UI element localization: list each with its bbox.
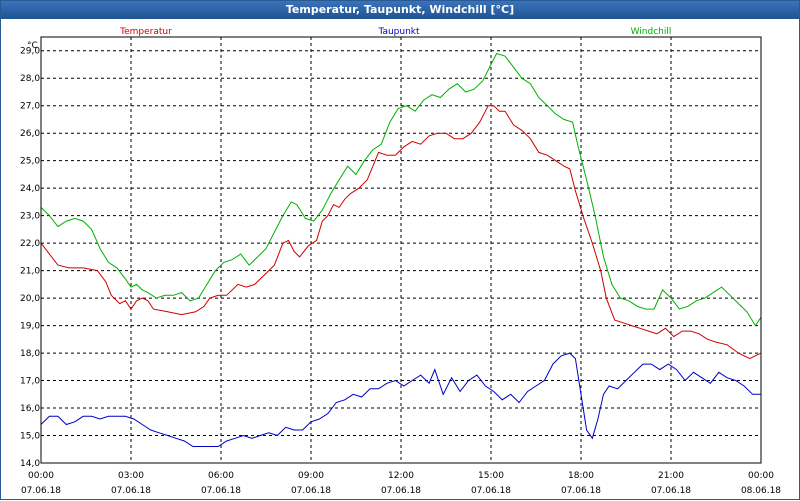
window-title: Temperatur, Taupunkt, Windchill [°C] <box>1 1 799 19</box>
grid <box>41 37 761 464</box>
y-tick-label: 17,0 <box>20 377 40 387</box>
y-tick-label: 24,0 <box>20 184 40 194</box>
series-line-windchill <box>40 52 762 327</box>
y-tick-label: 15,0 <box>20 432 40 442</box>
x-tick-time: 09:00 <box>298 471 324 481</box>
x-tick-date: 07.06.18 <box>561 486 601 496</box>
x-tick-time: 21:00 <box>658 471 684 481</box>
y-tick-label: 29,0 <box>20 47 40 57</box>
series-lines <box>40 52 762 447</box>
x-tick-date: 07.06.18 <box>291 486 331 496</box>
y-tick-label: 19,0 <box>20 322 40 332</box>
y-tick-label: 27,0 <box>20 102 40 112</box>
x-tick-date: 07.06.18 <box>111 486 151 496</box>
x-tick-date: 07.06.18 <box>651 486 691 496</box>
y-tick-label: 21,0 <box>20 267 40 277</box>
y-tick-label: 20,0 <box>20 294 40 304</box>
y-tick-labels: °C29,0 28,0 27,0 26,0 25,0 24,0 23,0 22,0 21,0 20… <box>20 41 40 469</box>
series-line-taupunkt <box>40 352 761 447</box>
plot-frame <box>40 36 762 464</box>
legend: Temperatur Taupunkt Windchill <box>119 27 671 37</box>
y-axis-unit: °C <box>27 41 38 51</box>
legend-item-windchill: Windchill <box>631 27 672 37</box>
y-tick-label: 25,0 <box>20 157 40 167</box>
axes <box>40 36 762 464</box>
x-tick-date: 07.06.18 <box>21 486 61 496</box>
x-tick-time: 03:00 <box>118 471 144 481</box>
y-tick-label: 28,0 <box>20 74 40 84</box>
legend-item-temperatur: Temperatur <box>119 27 172 37</box>
y-tick-label: 16,0 <box>20 404 40 414</box>
x-tick-date: 07.06.18 <box>381 486 421 496</box>
legend-item-taupunkt: Taupunkt <box>377 27 420 37</box>
x-tick-time: 18:00 <box>568 471 594 481</box>
y-tick-label: 26,0 <box>20 129 40 139</box>
x-tick-time: 12:00 <box>388 471 414 481</box>
x-tick-time: 00:00 <box>748 471 774 481</box>
y-tick-label: 14,0 <box>20 459 40 469</box>
x-tick-time: 00:00 <box>28 471 54 481</box>
x-tick-time: 06:00 <box>208 471 234 481</box>
series-line-temperatur <box>40 105 762 360</box>
x-tick-labels: 00:00 07.06.18 03:00 07.06.18 06:00 07.06.18 0… <box>21 471 781 496</box>
y-tick-label: 23,0 <box>20 212 40 222</box>
y-tick-label: 22,0 <box>20 239 40 249</box>
x-tick-date: 07.06.18 <box>201 486 241 496</box>
x-tick-date: 07.06.18 <box>471 486 511 496</box>
x-tick-date: 08.06.18 <box>741 486 781 496</box>
y-tick-label: 18,0 <box>20 349 40 359</box>
x-tick-time: 15:00 <box>478 471 504 481</box>
